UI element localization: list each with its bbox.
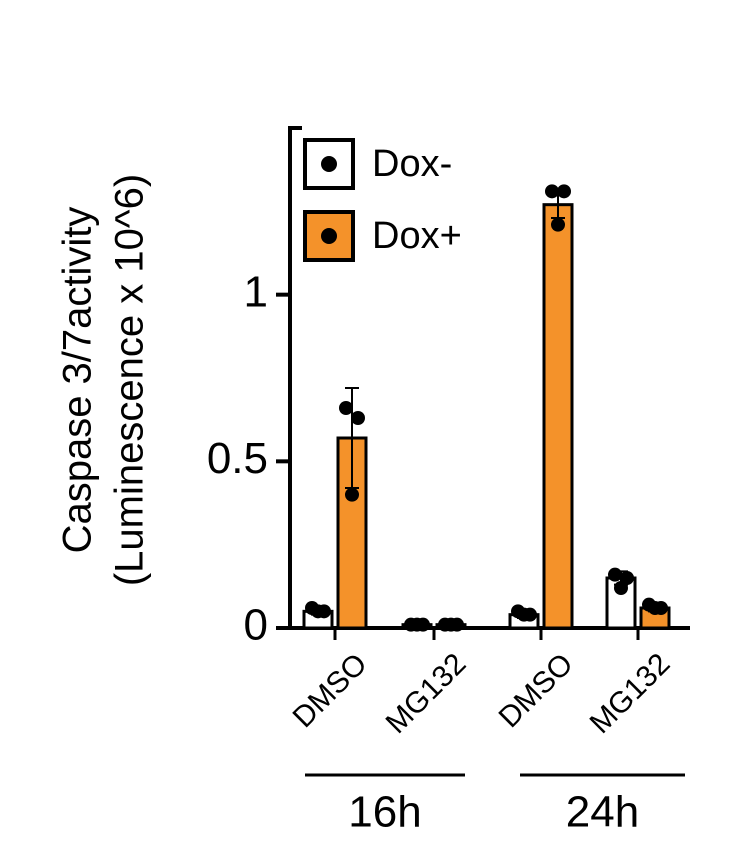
legend-dot [321,156,337,172]
y-tick-label: 0 [244,601,268,650]
data-point [339,401,353,415]
bar [542,203,574,630]
legend-dot [321,228,337,244]
x-tick-label-group: MG132 [584,647,677,740]
data-point [614,581,628,595]
x-tick-label: DMSO [493,647,580,734]
data-point [517,607,531,622]
x-tick-label-group: DMSO [493,647,580,734]
data-point [311,604,325,619]
group-label: 24h [566,788,639,837]
y-label-line: Caspase 3/7activity [56,207,100,554]
y-label: Caspase 3/7activity (Luminescence x 10^6… [56,174,152,586]
data-point [410,617,424,632]
data-point [557,184,571,199]
x-tick-label: DMSO [287,647,374,734]
data-point [648,601,662,615]
y-tick-label: 0.5 [207,434,268,483]
data-point [551,217,565,232]
group-label: 16h [348,788,421,837]
y-label-line: (Luminescence x 10^6) [108,174,152,586]
data-point [351,411,365,425]
data-point [608,567,622,582]
x-tick-label: MG132 [584,647,677,740]
y-tick-label: 1 [244,267,268,316]
x-tick-label-group: DMSO [287,647,374,734]
data-point [345,487,359,502]
legend-label: Dox+ [372,215,462,257]
data-point [545,184,559,199]
data-point [444,617,458,632]
legend-label: Dox- [372,143,452,185]
x-tick-label-group: MG132 [380,647,473,740]
x-tick-label: MG132 [380,647,473,740]
